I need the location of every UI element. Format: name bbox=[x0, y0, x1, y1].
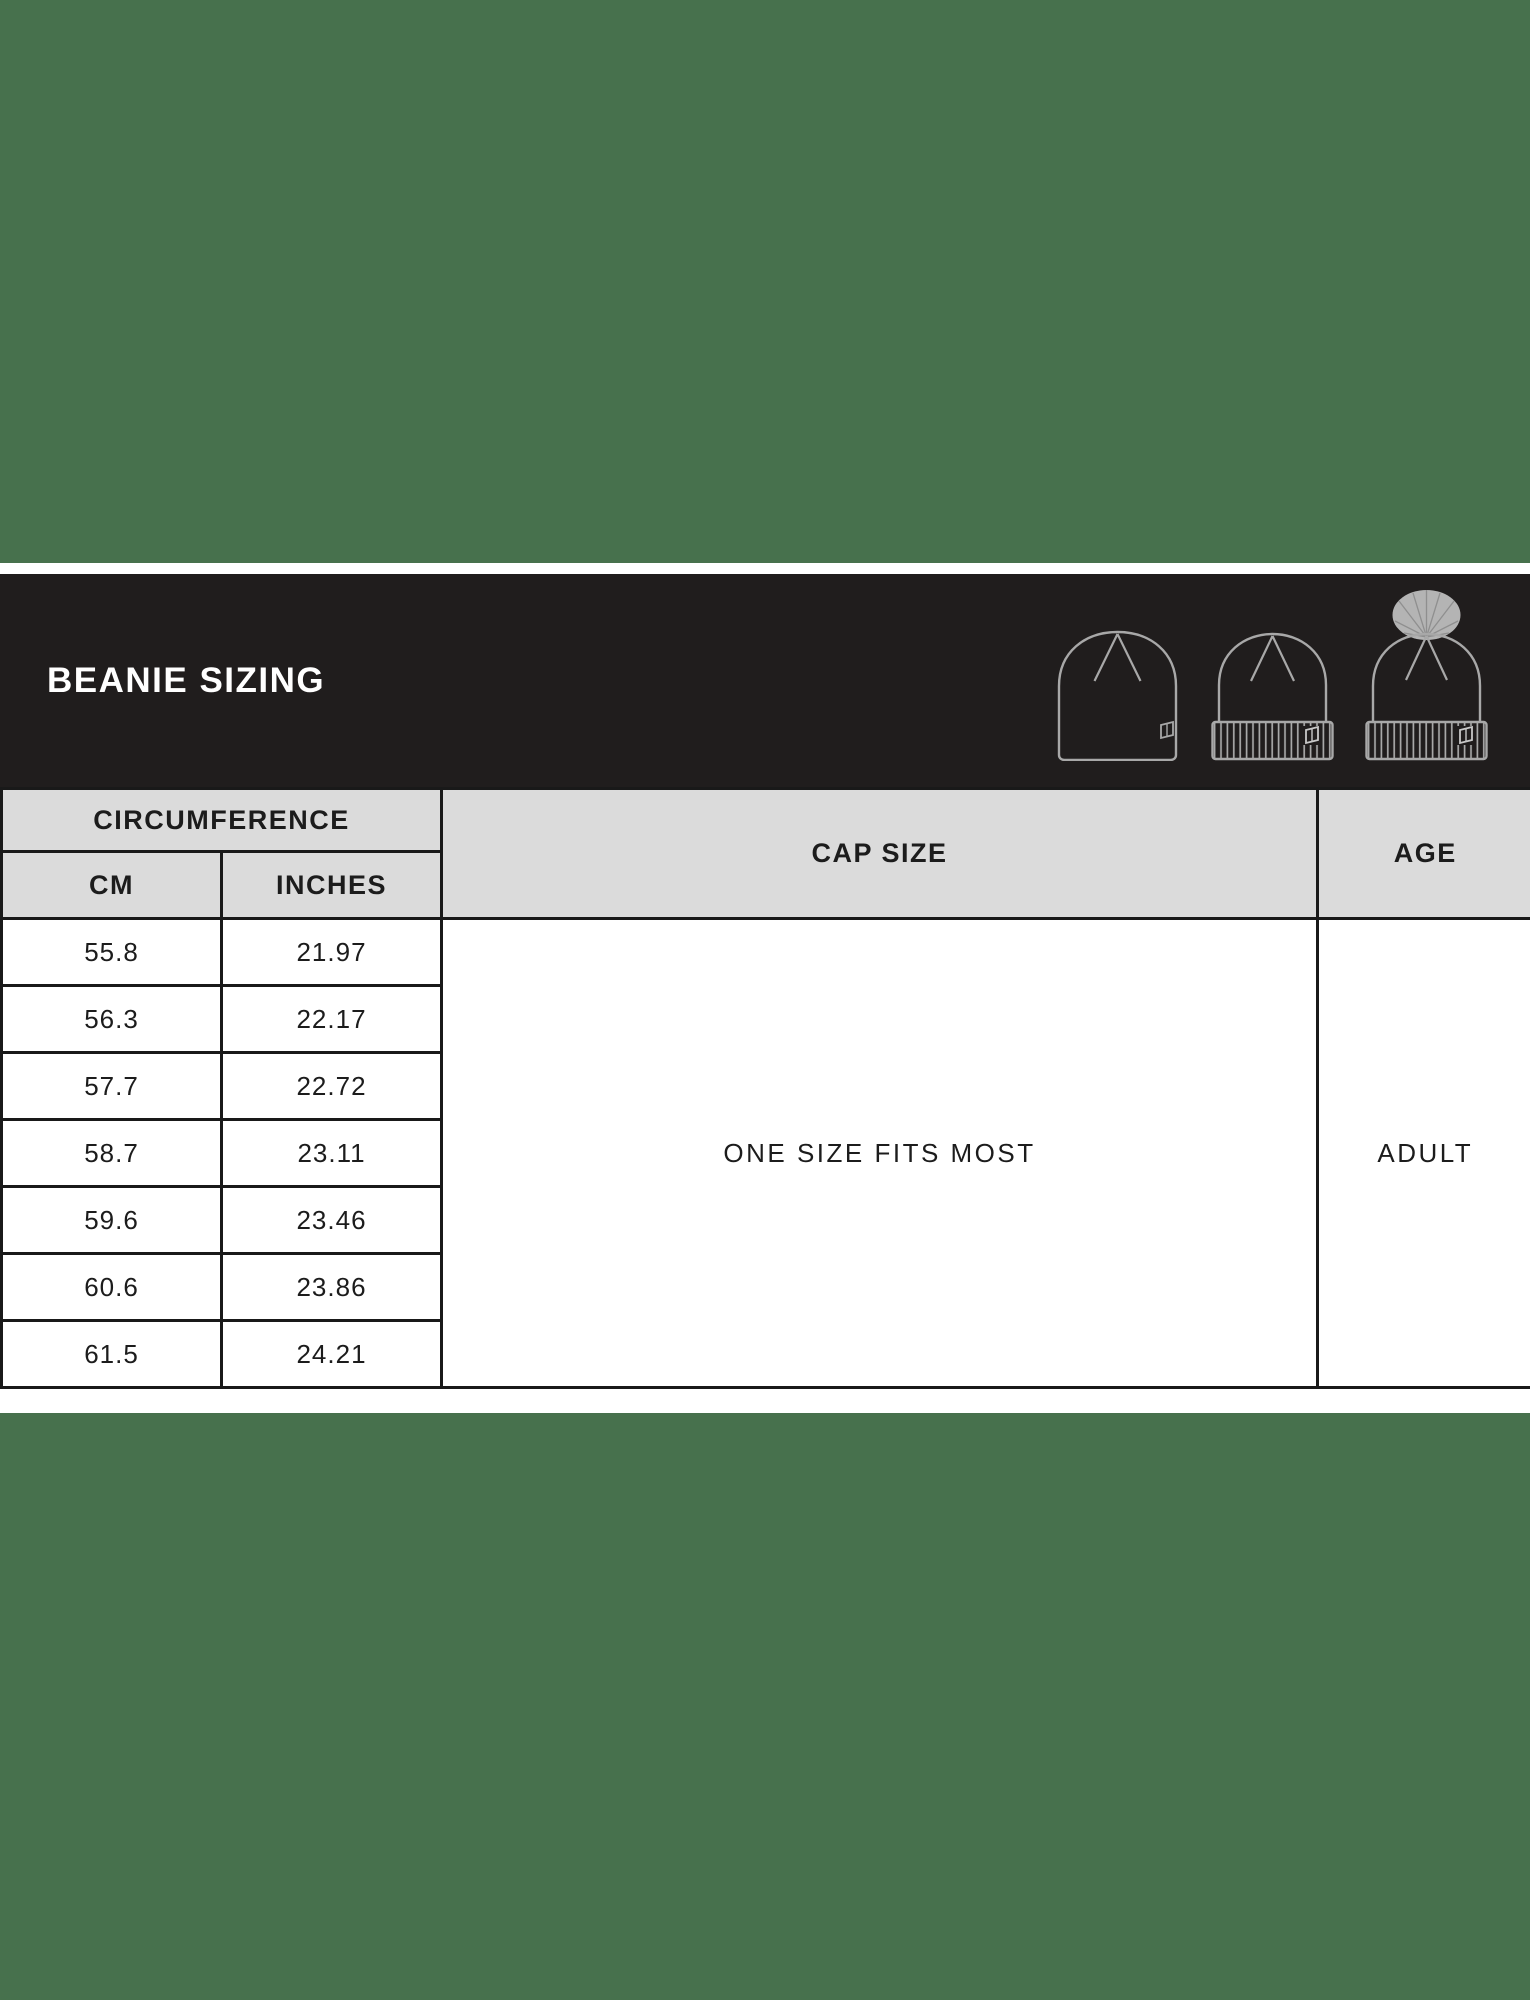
page-title: BEANIE SIZING bbox=[47, 660, 326, 700]
age-value: ADULT bbox=[1316, 917, 1530, 1389]
table-row: 58.7 23.11 bbox=[0, 1118, 1530, 1188]
inches-value: 22.17 bbox=[219, 984, 442, 1054]
cm-value: 61.5 bbox=[0, 1319, 223, 1389]
cap-size-value: ONE SIZE FITS MOST bbox=[440, 917, 1320, 1389]
white-gap-top bbox=[0, 563, 1530, 574]
beanie-plain-icon bbox=[1057, 630, 1178, 761]
inches-value: 23.11 bbox=[219, 1118, 442, 1188]
table-row: 61.5 24.21 bbox=[0, 1319, 1530, 1389]
table-row: 56.3 22.17 bbox=[0, 984, 1530, 1054]
white-gap-bottom bbox=[0, 1389, 1530, 1413]
page-background-top bbox=[0, 0, 1530, 563]
brand-flag-icon bbox=[1303, 725, 1322, 745]
table-row: 60.6 23.86 bbox=[0, 1252, 1530, 1322]
cm-value: 56.3 bbox=[0, 984, 223, 1054]
section-header: BEANIE SIZING bbox=[0, 574, 1530, 787]
beanie-sizing-table: CIRCUMFERENCE CAP SIZE AGE CM INCHES 55.… bbox=[0, 787, 1530, 1389]
inches-value: 23.86 bbox=[219, 1252, 442, 1322]
brand-flag-icon bbox=[1160, 720, 1174, 740]
inches-value: 21.97 bbox=[219, 917, 444, 987]
table-row: 55.8 21.97 ONE SIZE FITS MOST ADULT bbox=[0, 917, 1530, 1389]
cm-value: 59.6 bbox=[0, 1185, 223, 1255]
table-row: 59.6 23.46 bbox=[0, 1185, 1530, 1255]
brand-flag-icon bbox=[1457, 725, 1476, 745]
inches-value: 22.72 bbox=[219, 1051, 442, 1121]
beanie-icons-group bbox=[1049, 589, 1494, 761]
column-header-age: AGE bbox=[1316, 787, 1530, 920]
cm-value: 58.7 bbox=[0, 1118, 223, 1188]
cm-value: 57.7 bbox=[0, 1051, 223, 1121]
page-background-bottom bbox=[0, 1413, 1530, 2000]
column-header-cm: CM bbox=[0, 850, 223, 920]
inches-value: 24.21 bbox=[219, 1319, 442, 1389]
column-header-inches: INCHES bbox=[219, 850, 442, 920]
column-header-cap-size: CAP SIZE bbox=[440, 787, 1320, 920]
column-header-circumference: CIRCUMFERENCE bbox=[0, 787, 444, 853]
cm-value: 60.6 bbox=[0, 1252, 223, 1322]
table-row: 57.7 22.72 bbox=[0, 1051, 1530, 1121]
beanie-cuffed-icon bbox=[1211, 632, 1334, 761]
beanie-pom-icon bbox=[1365, 590, 1488, 761]
inches-value: 23.46 bbox=[219, 1185, 442, 1255]
cm-value: 55.8 bbox=[0, 917, 223, 987]
